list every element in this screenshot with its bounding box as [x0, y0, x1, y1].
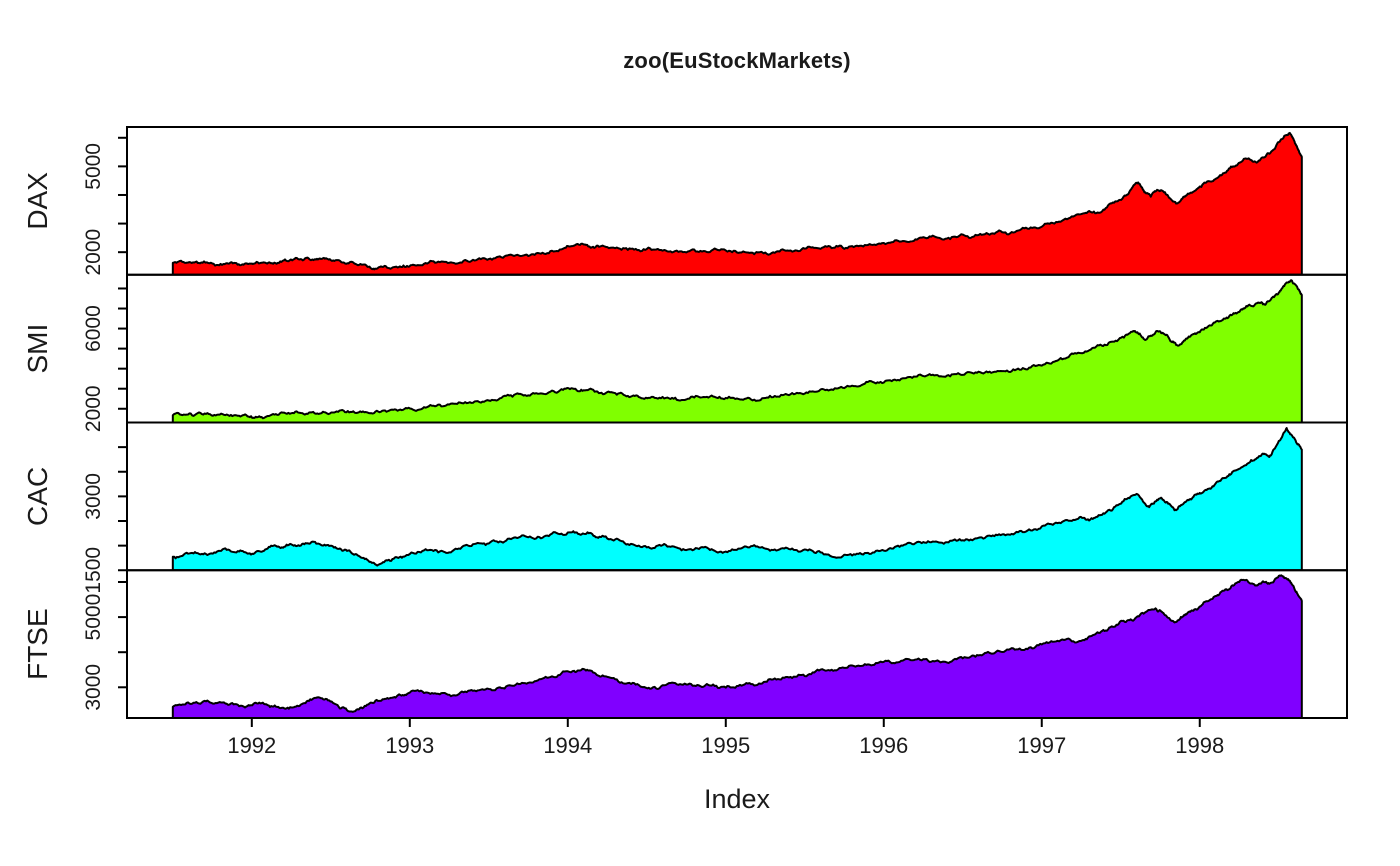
y-tick-label: 5000 [82, 143, 105, 190]
x-tick-label: 1994 [543, 733, 592, 758]
panel-ylabel-SMI: SMI [22, 324, 53, 374]
series-area-DAX [171, 131, 1303, 275]
x-tick-label: 1995 [701, 733, 750, 758]
y-tick-label: 5000 [82, 594, 105, 641]
panel-ylabel-FTSE: FTSE [22, 608, 53, 680]
y-tick-label: 6000 [82, 305, 105, 352]
series-area-SMI [171, 279, 1303, 423]
x-tick-label: 1993 [385, 733, 434, 758]
panel-ylabel-CAC: CAC [22, 467, 53, 526]
y-tick-label: 2000 [82, 229, 105, 276]
x-tick-label: 1996 [859, 733, 908, 758]
series-area-FTSE [171, 574, 1303, 718]
y-tick-label: 1500 [82, 547, 105, 594]
chart-title: zoo(EuStockMarkets) [623, 48, 851, 73]
y-tick-label: 3000 [82, 664, 105, 711]
x-tick-label: 1992 [227, 733, 276, 758]
x-axis-title: Index [703, 784, 771, 814]
panel-ylabel-DAX: DAX [22, 172, 53, 230]
x-tick-label: 1997 [1017, 733, 1066, 758]
panel-border-FTSE [126, 569, 1348, 719]
series-area-CAC [171, 427, 1303, 571]
y-tick-label: 2000 [82, 385, 105, 432]
y-tick-label: 3000 [82, 473, 105, 520]
x-tick-label: 1998 [1175, 733, 1224, 758]
